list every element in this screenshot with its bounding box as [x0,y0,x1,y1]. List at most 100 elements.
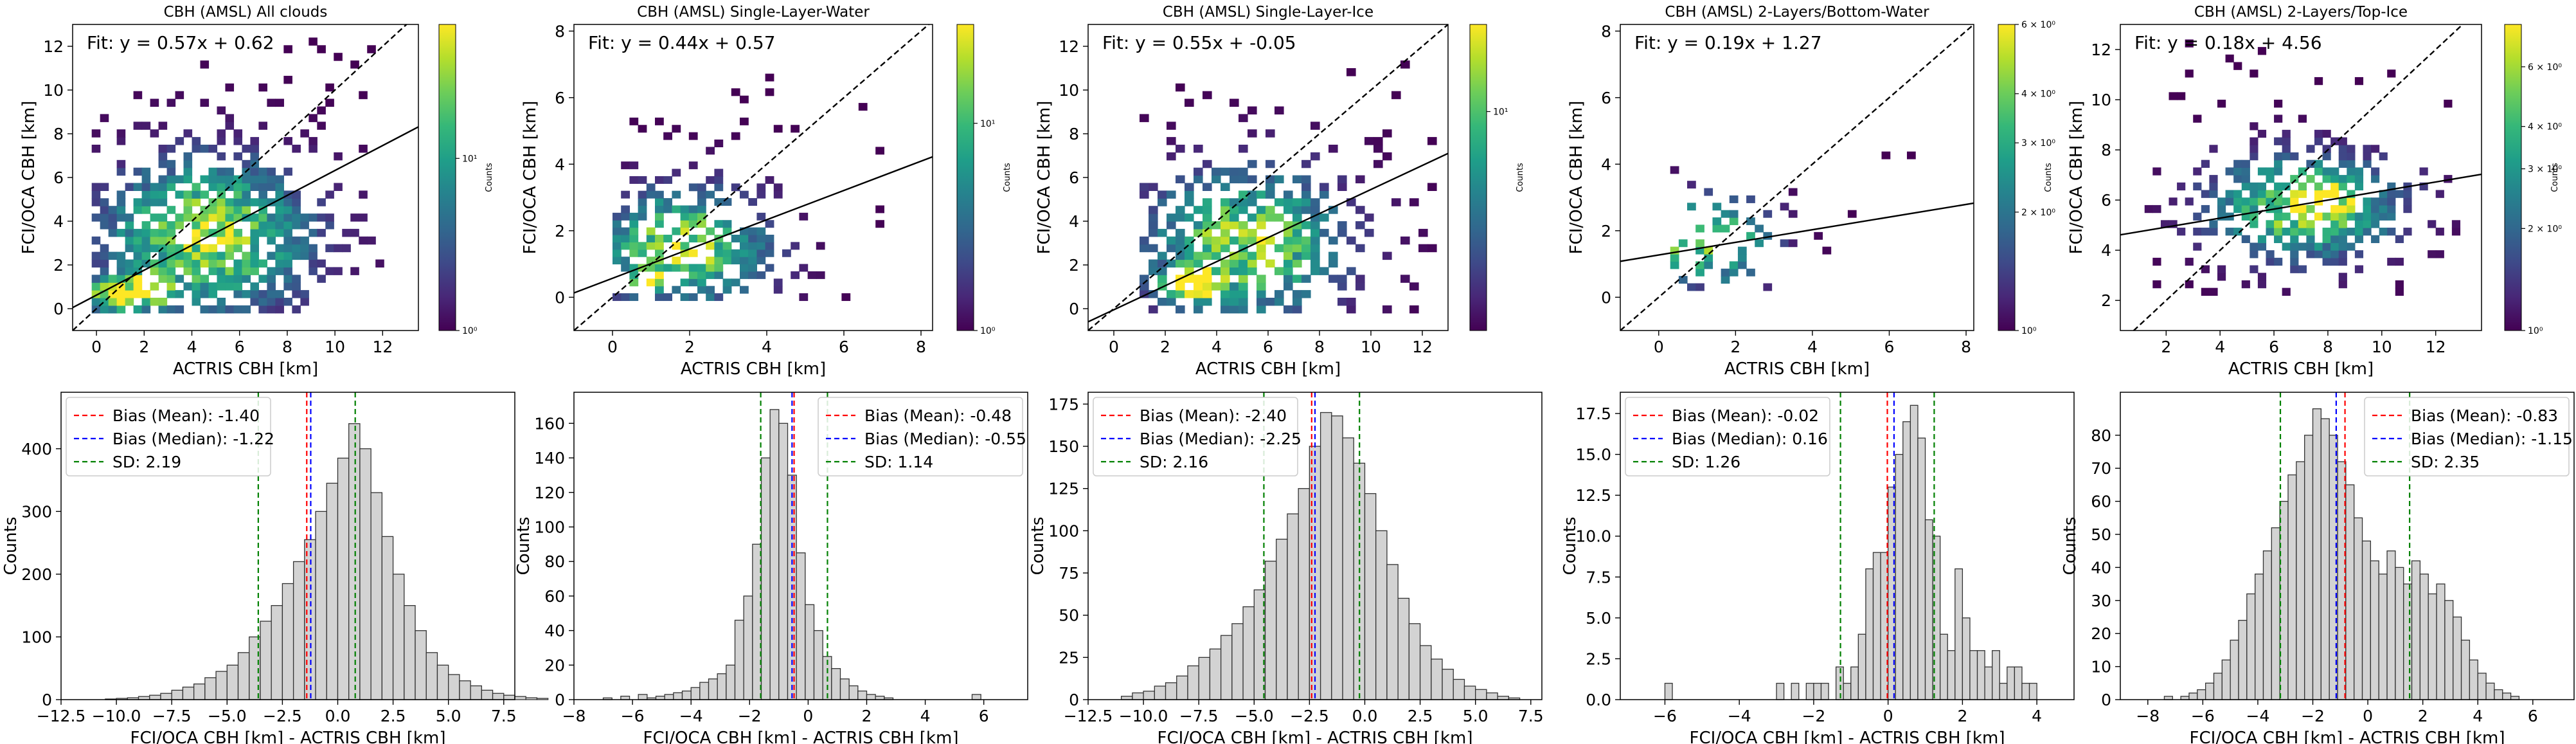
y-tick-label: 2 [555,222,565,240]
heat-cell [2241,159,2250,168]
fit-line [574,156,933,294]
heat-cell [1230,206,1239,214]
heat-cell [1881,151,1891,159]
heat-cell [1346,298,1356,306]
heat-cell [2233,167,2242,176]
heat-cell [706,257,715,265]
heat-cell [225,175,235,184]
heat-cell [791,271,800,279]
heat-cell [225,282,235,291]
heat-cell [638,205,647,213]
histogram-bar [2386,550,2396,700]
heat-cell [309,251,318,260]
heat-cell [267,228,276,237]
heat-cell [208,251,218,260]
heat-cell [91,198,101,206]
heat-cell [250,175,260,184]
histogram-bar [734,619,744,700]
heat-cell [1364,137,1374,145]
heat-cell [2266,257,2275,266]
colorbar-tick-label: 10¹ [462,154,477,164]
y-tick-label: 50 [1059,606,1079,625]
y-tick-label: 100 [534,518,565,536]
x-axis-label: FCI/OCA CBH [km] - ACTRIS CBH [km] [1690,729,2005,744]
heat-cell [1284,198,1293,206]
heat-cell [638,249,647,257]
heat-cell [267,275,276,283]
heat-cell [2290,197,2299,206]
heat-cell [242,251,251,260]
heat-cell [714,198,724,206]
histogram-bar [1962,617,1971,700]
heat-cell [1248,228,1257,237]
histogram-bar [2221,659,2231,700]
heat-cell [2354,228,2364,236]
heat-cell [714,257,724,265]
heat-cell [2306,204,2315,213]
heat-cell [1712,203,1722,211]
heat-cell [292,251,301,260]
x-tick-label: −6 [1653,707,1677,725]
heat-cell [125,244,134,253]
heat-cell [175,275,184,283]
heat-cell [1746,217,1755,226]
heat-cell [2354,175,2364,183]
heat-cell [1203,159,1212,168]
heat-cell [2354,250,2364,259]
heat-cell [2330,235,2339,244]
y-tick-label: 8 [2101,141,2111,159]
heat-cell [1337,282,1347,291]
heat-cell [748,257,757,265]
heat-cell [1310,221,1320,230]
heat-cell [613,249,622,257]
heat-cell [2338,182,2347,191]
heat-cell [2298,204,2307,213]
heat-cell [1203,298,1212,306]
heat-cell [1780,239,1789,248]
heat-cell [1176,206,1185,214]
heat-cell [208,175,218,184]
heat-cell [2266,220,2275,228]
heat-cell [1149,183,1158,191]
heat-cell [773,125,783,133]
legend-box [1093,397,1298,476]
heat-cell [1780,203,1789,211]
heat-cell [325,244,334,253]
heat-cell [2241,167,2250,176]
heat-cell [225,114,235,122]
heat-cell [2282,145,2291,153]
heat-cell [2354,182,2364,191]
heat-cell [2403,204,2412,213]
heat-cell [242,290,251,298]
histogram-bar [171,689,184,700]
heat-cell [748,271,757,279]
histogram-bar [425,652,438,700]
heat-cell [1140,236,1149,245]
heat-cell [183,190,193,199]
x-axis-label: ACTRIS CBH [km] [2228,359,2374,379]
heat-cell [258,83,267,92]
x-tick-label: 6 [235,338,245,356]
colorbar [1998,24,2016,331]
heat-cell [2282,152,2291,161]
x-tick-label: −6 [621,707,645,725]
heat-cell [1292,198,1302,206]
heat-cell [91,236,101,245]
heat-cell [2193,114,2202,123]
histogram-bar [337,457,350,700]
heat-cell [367,236,376,245]
heat-cell [158,198,168,206]
heat-cell [2338,145,2347,153]
heat-cell [1140,282,1149,291]
heat-cell [100,251,109,260]
heat-cell [1319,228,1329,237]
y-tick-label: 150 [1048,437,1079,456]
heat-cell [166,275,176,283]
heat-cell [706,264,715,272]
heat-cell [2250,242,2258,251]
heat-cell [233,137,243,145]
heat-cell [141,198,151,206]
heat-cell [300,213,309,222]
heat-cell [2435,228,2444,236]
heat-cell [1337,228,1347,237]
